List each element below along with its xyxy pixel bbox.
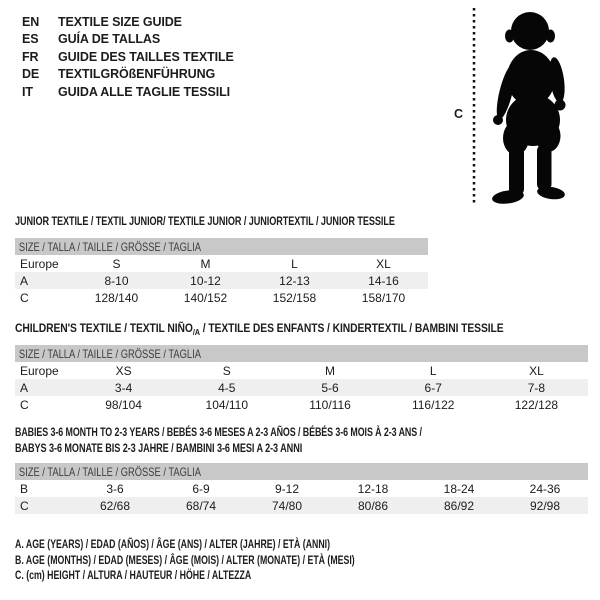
table-row: C 98/104 104/110 110/116 116/122 122/128	[15, 396, 588, 413]
children-size-table: SIZE / TALLA / TAILLE / GRÖSSE / TAGLIA …	[15, 345, 588, 413]
language-code: IT	[22, 84, 33, 99]
size-header-label: SIZE / TALLA / TAILLE / GRÖSSE / TAGLIA	[18, 346, 201, 361]
language-row: IT GUIDA ALLE TAGLIE TESSILI	[22, 83, 234, 101]
size-cell: L	[429, 363, 437, 378]
row-label: Europe	[20, 363, 59, 378]
row-label: A	[20, 273, 29, 288]
language-code: FR	[22, 49, 39, 64]
size-cell: 122/128	[514, 397, 559, 412]
language-code: EN	[22, 14, 40, 29]
size-cell: 3-6	[106, 481, 124, 496]
row-label: C	[20, 498, 29, 513]
size-cell: S	[112, 256, 121, 271]
size-cell: 140/152	[183, 290, 228, 305]
table-row: A 8-10 10-12 12-13 14-16	[15, 272, 428, 289]
size-cell: 4-5	[218, 380, 236, 395]
footnote-age-months: B. AGE (MONTHS) / EDAD (MESES) / ÂGE (MO…	[15, 552, 355, 567]
table-row: Europe XS S M L XL	[15, 362, 588, 379]
size-header-label: SIZE / TALLA / TAILLE / GRÖSSE / TAGLIA	[18, 464, 201, 479]
size-cell: 3-4	[114, 380, 133, 395]
footnotes-block: A. AGE (YEARS) / EDAD (AÑOS) / ÂGE (ANS)…	[15, 537, 480, 584]
language-code: ES	[22, 32, 39, 47]
size-cell: M	[325, 363, 335, 378]
size-cell: 6-9	[192, 481, 210, 496]
size-cell: XL	[529, 363, 544, 378]
footnote-height: C. (cm) HEIGHT / ALTURA / HAUTEUR / HÖHE…	[15, 568, 252, 582]
language-row: DE TEXTILGRÖßENFÜHRUNG	[22, 66, 234, 84]
size-header-bar: SIZE / TALLA / TAILLE / GRÖSSE / TAGLIA	[15, 238, 428, 255]
row-label: A	[20, 380, 29, 395]
row-label: C	[20, 290, 29, 305]
footnote-age-years: A. AGE (YEARS) / EDAD (AÑOS) / ÂGE (ANS)…	[15, 537, 331, 551]
junior-size-table: SIZE / TALLA / TAILLE / GRÖSSE / TAGLIA …	[15, 238, 428, 306]
size-cell: 152/158	[272, 290, 317, 305]
row-label: C	[20, 397, 29, 412]
height-measure-label: C	[454, 107, 464, 121]
size-cell: L	[291, 256, 298, 271]
language-row: ES GUÍA DE TALLAS	[22, 31, 234, 49]
title-line: BABIES 3-6 MONTH TO 2-3 YEARS / BEBÉS 3-…	[15, 425, 422, 439]
guide-title: GUIDA ALLE TAGLIE TESSILI	[58, 84, 231, 99]
size-cell: 110/116	[309, 397, 351, 412]
size-cell: 116/122	[411, 397, 455, 412]
guide-title: TEXTILGRÖßENFÜHRUNG	[58, 67, 216, 82]
babies-size-table: SIZE / TALLA / TAILLE / GRÖSSE / TAGLIA …	[15, 463, 588, 514]
size-cell: 18-24	[443, 481, 475, 496]
size-cell: 12-18	[357, 481, 389, 496]
size-cell: 68/74	[185, 498, 217, 513]
babies-table-title: BABIES 3-6 MONTH TO 2-3 YEARS / BEBÉS 3-…	[15, 424, 565, 456]
language-row: EN TEXTILE SIZE GUIDE	[22, 13, 234, 31]
size-cell: 128/140	[94, 290, 139, 305]
size-cell: 12-13	[279, 273, 310, 288]
language-title-block: EN TEXTILE SIZE GUIDE ES GUÍA DE TALLAS …	[22, 13, 234, 101]
size-cell: 98/104	[105, 397, 142, 412]
table-row: A 3-4 4-5 5-6 6-7 7-8	[15, 379, 588, 396]
table-row: B 3-6 6-9 9-12 12-18 18-24 24-36	[15, 480, 588, 497]
guide-title: GUIDE DES TAILLES TEXTILE	[58, 49, 234, 64]
table-row: C 62/68 68/74 74/80 80/86 86/92 92/98	[15, 497, 588, 514]
size-cell: 9-12	[274, 481, 300, 496]
size-cell: 158/170	[361, 290, 406, 305]
size-cell: 14-16	[368, 273, 399, 288]
table-row: Europe S M L XL	[15, 255, 428, 272]
title-subscript: /A	[192, 327, 200, 337]
junior-table-title: JUNIOR TEXTILE / TEXTIL JUNIOR/ TEXTILE …	[15, 214, 395, 228]
table-row: C 128/140 140/152 152/158 158/170	[15, 289, 428, 306]
size-cell: 24-36	[529, 481, 561, 496]
size-cell: 104/110	[205, 397, 249, 412]
title-part: / TEXTILE DES ENFANTS / KINDERTEXTIL / B…	[199, 321, 504, 335]
size-cell: XL	[376, 256, 391, 271]
size-cell: S	[222, 363, 231, 378]
row-label: Europe	[20, 256, 59, 271]
size-header-label: SIZE / TALLA / TAILLE / GRÖSSE / TAGLIA	[18, 239, 201, 254]
title-part: CHILDREN'S TEXTILE / TEXTIL NIÑO	[15, 321, 193, 335]
size-cell: 86/92	[443, 498, 475, 513]
guide-title: TEXTILE SIZE GUIDE	[58, 14, 182, 29]
size-cell: 92/98	[529, 498, 561, 513]
size-header-bar: SIZE / TALLA / TAILLE / GRÖSSE / TAGLIA	[15, 345, 588, 362]
size-cell: 5-6	[321, 380, 339, 395]
size-cell: 7-8	[527, 380, 546, 395]
row-label: B	[20, 481, 29, 496]
guide-title: GUÍA DE TALLAS	[58, 32, 161, 47]
size-header-bar: SIZE / TALLA / TAILLE / GRÖSSE / TAGLIA	[15, 463, 588, 480]
children-table-title: CHILDREN'S TEXTILE / TEXTIL NIÑO/A / TEX…	[15, 321, 504, 337]
size-cell: XS	[115, 363, 132, 378]
size-cell: 80/86	[357, 498, 389, 513]
size-cell: 10-12	[190, 273, 221, 288]
size-cell: 6-7	[424, 380, 442, 395]
size-cell: 8-10	[104, 273, 129, 288]
size-cell: M	[200, 256, 211, 271]
language-row: FR GUIDE DES TAILLES TEXTILE	[22, 48, 234, 66]
title-line: BABYS 3-6 MONATE BIS 2-3 JAHRE / BAMBINI…	[15, 441, 303, 455]
size-cell: 74/80	[271, 498, 303, 513]
language-code: DE	[22, 67, 40, 82]
size-cell: 62/68	[99, 498, 131, 513]
baby-silhouette-icon	[472, 8, 566, 206]
